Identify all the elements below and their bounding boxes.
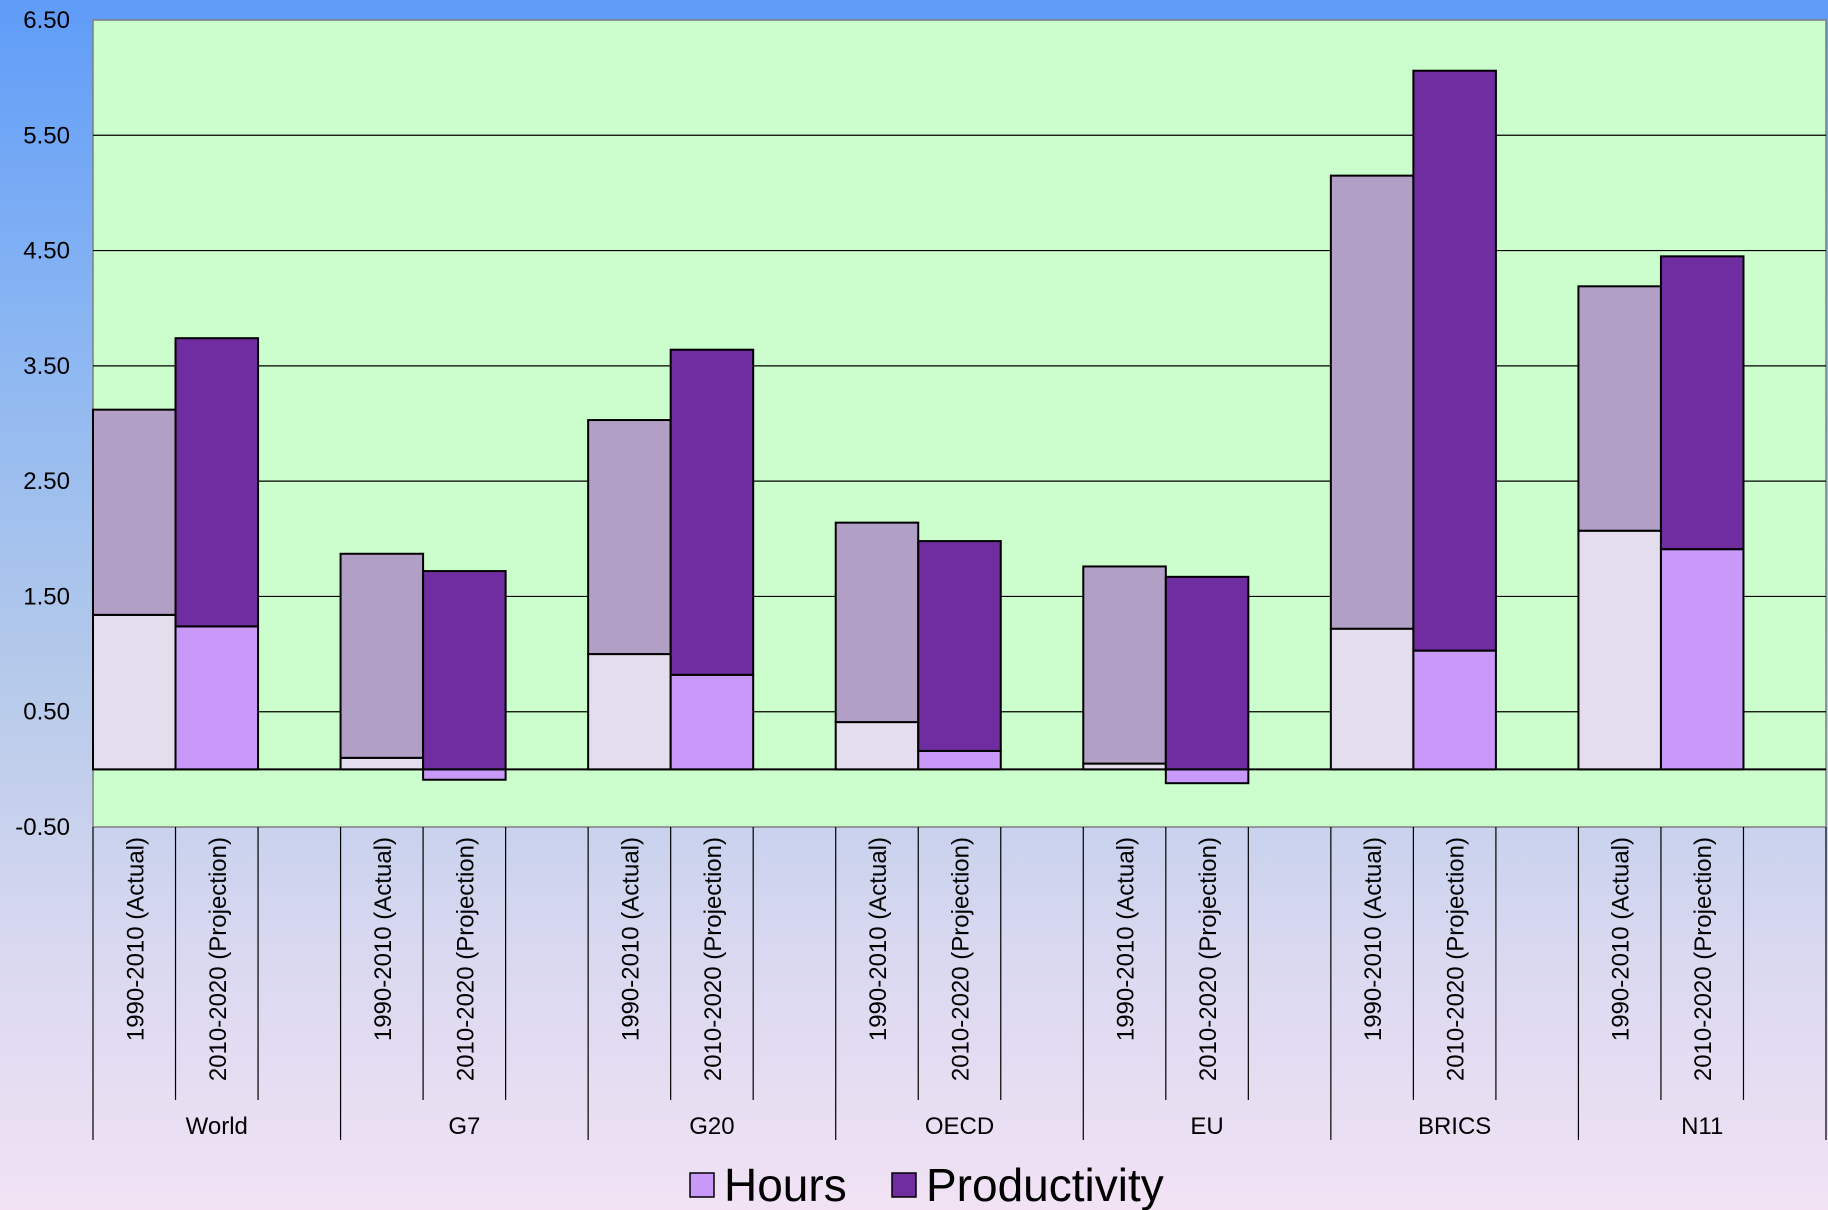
- bar-productivity: [1164, 575, 1250, 771]
- category-label: 2010-2020 (Projection): [1195, 837, 1222, 1081]
- category-label: 1990-2010 (Actual): [617, 837, 644, 1041]
- category-label: 2010-2020 (Projection): [205, 837, 232, 1081]
- group-label: OECD: [925, 1113, 994, 1140]
- bar-productivity: [1659, 255, 1745, 551]
- group-label: World: [186, 1113, 248, 1140]
- category-label: 1990-2010 (Actual): [122, 837, 149, 1041]
- bar-productivity: [422, 570, 507, 771]
- legend-swatch: [689, 1172, 715, 1198]
- category-label: 2010-2020 (Projection): [948, 837, 975, 1081]
- y-axis: 6.50 5.50 4.50 3.50 2.50 1.50 0.50 -0.50: [15, 7, 70, 841]
- category-label: 2010-2020 (Projection): [700, 837, 727, 1081]
- bar-productivity: [1412, 69, 1497, 652]
- bar-productivity: [1577, 285, 1662, 532]
- bar-hours: [174, 625, 260, 771]
- category-label: 1990-2010 (Actual): [370, 837, 397, 1041]
- category-label: 1990-2010 (Actual): [1113, 837, 1140, 1041]
- bar-hours: [339, 756, 425, 771]
- y-tick-label: 4.50: [23, 238, 70, 265]
- group-label: N11: [1681, 1113, 1723, 1140]
- y-tick-label: -0.50: [15, 814, 70, 841]
- bars: [92, 69, 1745, 785]
- group-label: BRICS: [1418, 1113, 1491, 1140]
- group-label: EU: [1190, 1113, 1223, 1140]
- bar-hours: [1577, 529, 1662, 771]
- y-tick-label: 0.50: [23, 699, 70, 726]
- y-tick-label: 1.50: [23, 583, 70, 610]
- legend-label: Productivity: [926, 1159, 1164, 1210]
- legend-swatch: [891, 1172, 917, 1198]
- x-axis: 1990-2010 (Actual) 2010-2020 (Projection)…: [92, 827, 1827, 1140]
- category-label: 2010-2020 (Projection): [1443, 837, 1470, 1081]
- bar-hours: [917, 749, 1002, 771]
- bar-hours: [587, 653, 672, 771]
- bar-hours: [1412, 649, 1497, 771]
- bar-productivity: [587, 419, 672, 656]
- bar-hours: [92, 613, 177, 771]
- bar-hours: [1329, 627, 1415, 771]
- category-label: 1990-2010 (Actual): [1608, 837, 1635, 1041]
- legend-label: Hours: [724, 1159, 847, 1210]
- category-label: 1990-2010 (Actual): [1360, 837, 1387, 1041]
- bar-hours: [834, 721, 920, 771]
- y-tick-label: 5.50: [23, 122, 70, 149]
- bar-productivity: [1082, 565, 1167, 765]
- y-tick-label: 6.50: [23, 7, 70, 34]
- group-label: G20: [689, 1113, 734, 1140]
- bar-productivity: [174, 337, 260, 628]
- bar-hours: [1164, 768, 1250, 785]
- category-label: 2010-2020 (Projection): [1690, 837, 1717, 1081]
- category-label: 2010-2020 (Projection): [452, 837, 479, 1081]
- bar-productivity: [834, 521, 920, 724]
- bar-hours: [422, 768, 507, 781]
- legend: Hours Productivity: [689, 1159, 1164, 1210]
- y-tick-label: 2.50: [23, 468, 70, 495]
- group-label: G7: [448, 1113, 480, 1140]
- bar-productivity: [669, 348, 755, 676]
- bar-hours: [1659, 548, 1745, 771]
- bar-productivity: [1329, 174, 1415, 630]
- bar-hours: [669, 673, 755, 771]
- y-tick-label: 3.50: [23, 353, 70, 380]
- bar-productivity: [339, 552, 425, 759]
- category-label: 1990-2010 (Actual): [865, 837, 892, 1041]
- bar-productivity: [917, 540, 1002, 752]
- bar-productivity: [92, 408, 177, 616]
